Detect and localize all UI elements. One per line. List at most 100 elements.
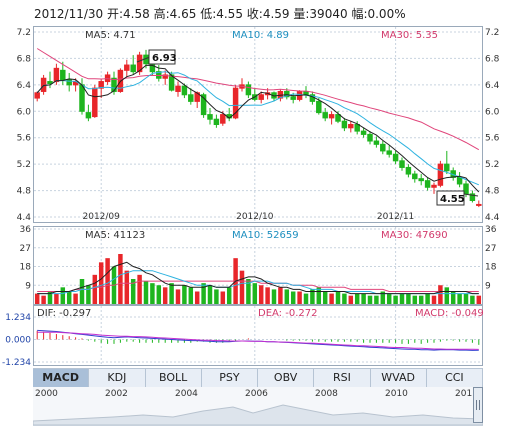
max-price-callout: 6.93 bbox=[136, 49, 177, 65]
tab-obv[interactable]: OBV bbox=[258, 369, 315, 387]
price-tick-right: 5.2 bbox=[485, 160, 499, 170]
tab-psy[interactable]: PSY bbox=[202, 369, 258, 387]
macd-grid bbox=[34, 306, 482, 365]
volume-bar bbox=[169, 283, 174, 304]
volume-bar bbox=[438, 285, 443, 304]
candle-body bbox=[232, 87, 239, 119]
candlestick-series bbox=[34, 49, 482, 208]
volume-bar bbox=[361, 293, 366, 304]
candle-body bbox=[405, 166, 412, 175]
volume-bar bbox=[463, 293, 469, 304]
candle bbox=[53, 63, 60, 85]
macd-value-label: MACD: -0.049 bbox=[415, 308, 484, 319]
price-x-tick: 2012/11 bbox=[377, 212, 414, 222]
candle-body bbox=[34, 92, 40, 99]
volume-bar bbox=[431, 295, 437, 304]
volume-bar bbox=[367, 295, 373, 304]
volume-bar bbox=[214, 289, 219, 304]
candle-body bbox=[200, 94, 207, 116]
candle-body bbox=[60, 69, 66, 81]
quote-low: 4.55 bbox=[216, 7, 243, 21]
candle bbox=[92, 84, 98, 118]
candle bbox=[162, 70, 168, 85]
volume-bar bbox=[239, 270, 245, 304]
volume-bar bbox=[297, 291, 302, 304]
grip-icon bbox=[476, 400, 477, 410]
price-tick-right: 4.8 bbox=[485, 187, 500, 197]
candle-body bbox=[476, 203, 482, 206]
range-navigator[interactable]: 2000 2002 2004 2006 2008 2010 201 bbox=[33, 387, 483, 426]
volume-bar bbox=[284, 289, 290, 304]
candle-body bbox=[380, 143, 386, 152]
candle-body bbox=[444, 163, 450, 172]
price-y-ticks-left: 7.2 6.8 6.4 6.0 5.6 5.2 4.8 4.4 bbox=[17, 28, 32, 223]
candle-body bbox=[111, 77, 117, 92]
macd-lines bbox=[37, 329, 479, 351]
candle-body bbox=[136, 54, 143, 73]
price-tick-left: 4.4 bbox=[17, 213, 32, 223]
candle-body bbox=[79, 84, 85, 112]
candle bbox=[252, 88, 258, 102]
candle bbox=[200, 92, 207, 118]
volume-bar bbox=[252, 283, 258, 304]
navigator-handle[interactable] bbox=[473, 387, 483, 423]
volume-bar bbox=[329, 293, 334, 304]
candle bbox=[47, 71, 53, 89]
candle-body bbox=[213, 118, 220, 126]
price-tick-right: 6.4 bbox=[485, 81, 500, 91]
volume-panel-frame bbox=[33, 226, 483, 305]
tab-boll[interactable]: BOLL bbox=[146, 369, 202, 387]
candle bbox=[437, 160, 444, 188]
candle-body bbox=[130, 64, 136, 73]
candle-body bbox=[290, 96, 296, 100]
candle bbox=[181, 83, 188, 99]
candle-body bbox=[66, 79, 72, 86]
volume-bar bbox=[335, 291, 341, 304]
price-tick-left: 6.0 bbox=[17, 107, 32, 117]
volume-bar bbox=[175, 289, 181, 304]
volume-bar bbox=[342, 293, 347, 304]
candle-body bbox=[437, 163, 444, 186]
candle-body bbox=[53, 67, 60, 83]
candle bbox=[175, 81, 181, 97]
tab-rsi[interactable]: RSI bbox=[314, 369, 371, 387]
candle-body bbox=[124, 64, 130, 71]
indicator-tab-bar: MACD KDJ BOLL PSY OBV RSI WVAD CCI bbox=[33, 368, 483, 388]
tab-kdj[interactable]: KDJ bbox=[89, 369, 146, 387]
volume-bar bbox=[60, 287, 66, 304]
navigator-overview bbox=[33, 404, 483, 425]
volume-bar bbox=[118, 254, 123, 304]
volume-tick-right: 18 bbox=[485, 263, 497, 273]
volume-tick-left: 9 bbox=[25, 281, 31, 291]
volume-bar bbox=[47, 291, 53, 304]
volume-bar bbox=[73, 293, 78, 304]
volume-tick-left: 27 bbox=[20, 244, 31, 254]
candle-body bbox=[303, 90, 309, 96]
quote-high: 4.65 bbox=[169, 7, 197, 21]
volume-bar bbox=[98, 262, 104, 304]
volume-bar bbox=[271, 289, 277, 304]
candle-body bbox=[399, 160, 405, 168]
candle bbox=[207, 107, 213, 125]
volume-ma30-line bbox=[37, 280, 479, 292]
candle bbox=[290, 92, 296, 104]
navigator-year-label: 2002 bbox=[105, 389, 128, 399]
candle-body bbox=[92, 87, 98, 118]
candle bbox=[188, 88, 194, 105]
macd-histogram bbox=[36, 330, 480, 345]
candle-body bbox=[386, 150, 392, 155]
candle-body bbox=[354, 124, 360, 132]
candle-body bbox=[360, 130, 367, 135]
price-y-ticks-right: 7.2 6.8 6.4 6.0 5.6 5.2 4.8 4.4 bbox=[485, 28, 500, 223]
navigator-year-label: 2006 bbox=[245, 389, 268, 399]
candle bbox=[239, 78, 245, 92]
tab-wvad[interactable]: WVAD bbox=[371, 369, 427, 387]
tab-cci[interactable]: CCI bbox=[427, 369, 483, 387]
candle-body bbox=[335, 114, 341, 122]
candle-body bbox=[328, 114, 335, 119]
candle bbox=[405, 164, 412, 178]
tab-macd[interactable]: MACD bbox=[33, 369, 90, 387]
volume-bar bbox=[41, 295, 46, 304]
price-tick-left: 4.8 bbox=[17, 187, 32, 197]
price-tick-left: 7.2 bbox=[17, 28, 31, 38]
